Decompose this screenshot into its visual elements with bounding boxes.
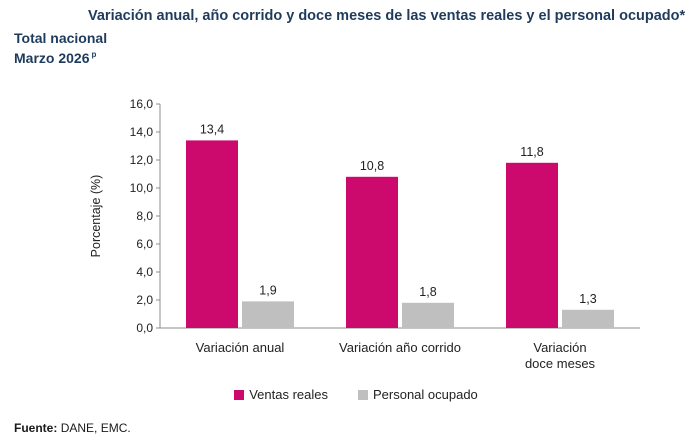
source-text: DANE, EMC. (60, 421, 131, 435)
legend-item-ventas: Ventas reales (234, 387, 328, 402)
data-label: 1,8 (419, 285, 436, 299)
y-tick-label: 6,0 (136, 237, 153, 251)
legend-item-personal: Personal ocupado (357, 387, 478, 402)
x-tick-label: Variación anual (196, 340, 285, 355)
source-label: Fuente: (14, 421, 58, 435)
y-tick-label: 16,0 (130, 97, 154, 111)
bar-personal (242, 301, 294, 328)
data-label: 13,4 (200, 122, 224, 136)
legend-label-ventas: Ventas reales (249, 387, 328, 402)
x-tick-label: doce meses (525, 356, 596, 371)
chart-subtitle-scope: Total nacional (14, 30, 108, 46)
legend-swatch-personal (357, 389, 368, 400)
legend-swatch-ventas (234, 389, 245, 400)
y-tick-label: 0,0 (136, 321, 153, 335)
x-tick-label: Variación (533, 340, 586, 355)
data-label: 10,8 (360, 159, 384, 173)
chart-title: Variación anual, año corrido y doce mese… (88, 8, 686, 24)
y-tick-label: 2,0 (136, 293, 153, 307)
y-tick-label: 12,0 (130, 153, 154, 167)
data-label: 1,9 (259, 283, 276, 297)
bar-ventas (346, 176, 398, 328)
y-tick-label: 10,0 (130, 181, 154, 195)
provisional-mark: p (91, 50, 97, 59)
data-label: 1,3 (579, 292, 596, 306)
chart-legend: Ventas reales Personal ocupado (0, 387, 700, 402)
source-note: Fuente: DANE, EMC. (14, 421, 131, 435)
y-tick-label: 14,0 (130, 125, 154, 139)
bar-personal (562, 309, 614, 328)
y-tick-label: 4,0 (136, 265, 153, 279)
y-axis-label: Porcentaje (%) (89, 175, 103, 258)
bar-ventas (506, 162, 558, 328)
data-label: 11,8 (520, 145, 543, 159)
legend-label-personal: Personal ocupado (372, 387, 478, 402)
period-text: Marzo 2026 (14, 50, 90, 66)
y-tick-label: 8,0 (136, 209, 153, 223)
x-tick-label: Variación año corrido (339, 340, 461, 355)
bar-personal (402, 302, 454, 328)
bar-ventas (186, 140, 238, 328)
chart-subtitle-period: Marzo 2026 p (14, 50, 96, 66)
